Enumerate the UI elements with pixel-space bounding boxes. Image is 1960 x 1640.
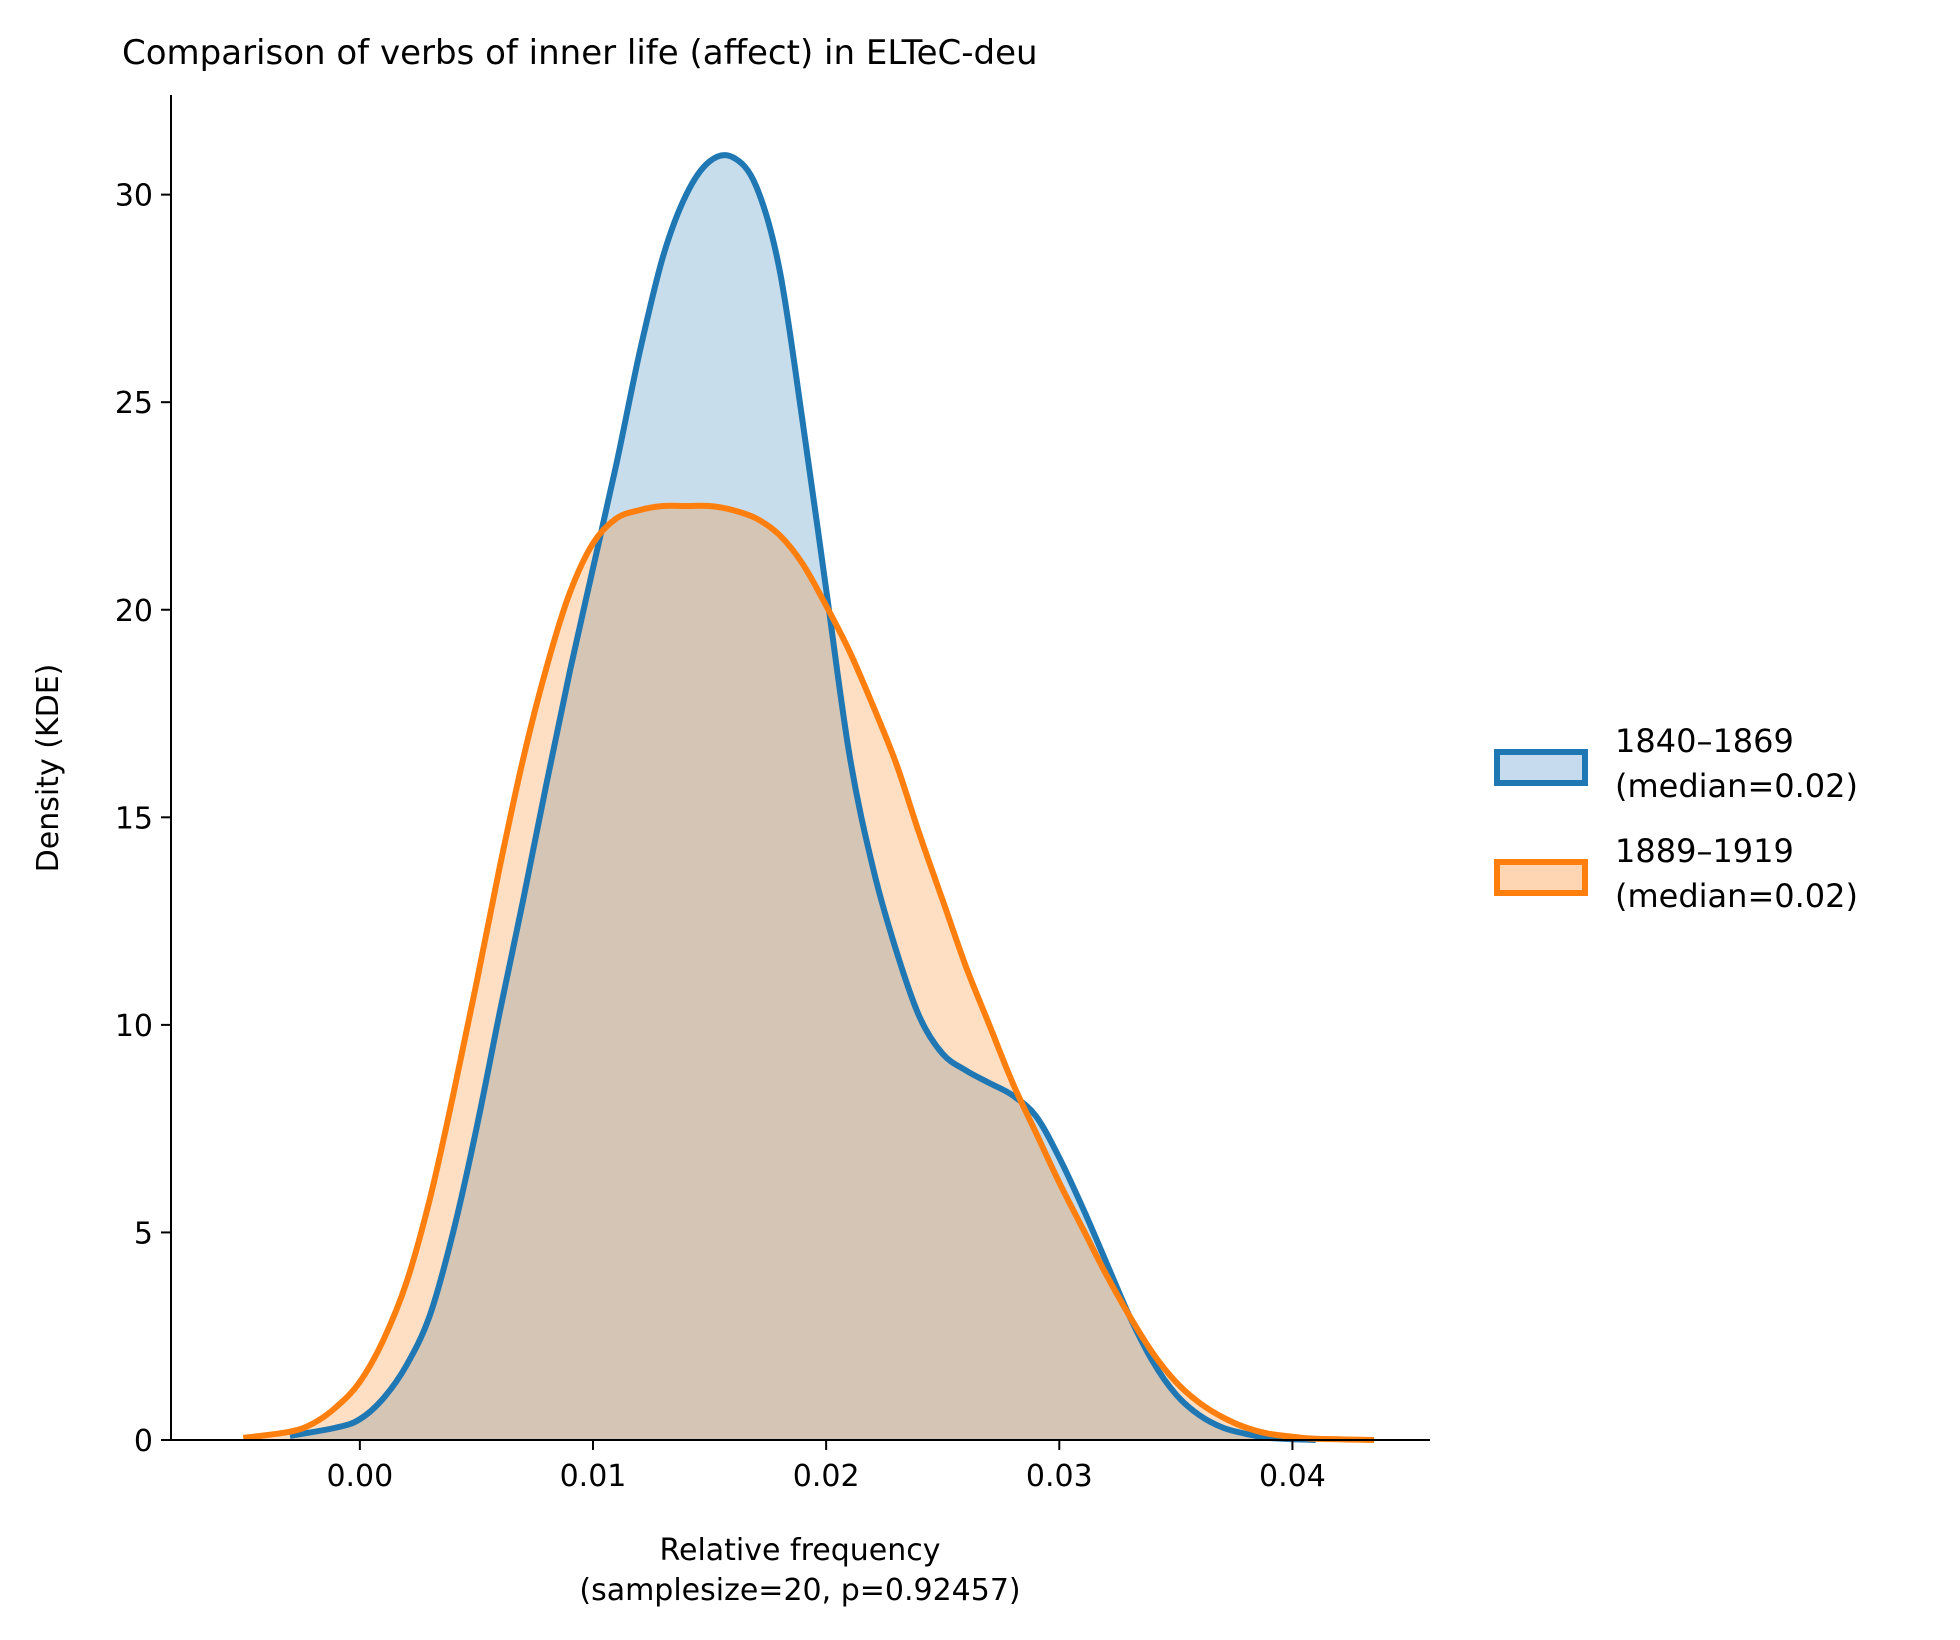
x-axis-label-line1: Relative frequency bbox=[660, 1533, 941, 1568]
density-line-series-1 bbox=[289, 152, 1316, 1443]
x-tick-label: 0.01 bbox=[560, 1459, 627, 1494]
legend-label-1889-1919-line2: (median=0.02) bbox=[1615, 877, 1858, 915]
chart-title: Comparison of verbs of inner life (affec… bbox=[122, 33, 1038, 73]
density-fill-series-1 bbox=[289, 155, 1316, 1440]
y-tick-label: 20 bbox=[115, 594, 153, 629]
legend-swatch-1889-1919 bbox=[1494, 859, 1588, 896]
density-line-series-2 bbox=[242, 502, 1375, 1443]
legend-item-1840-1869: 1840–1869 (median=0.02) bbox=[1494, 722, 1858, 805]
plot-area: 0.00 0.01 0.02 0.03 0.04 0 5 10 15 20 25 30 bbox=[115, 95, 1430, 1494]
x-axis-label-line2: (samplesize=20, p=0.92457) bbox=[579, 1573, 1020, 1608]
legend-label-1840-1869-line1: 1840–1869 bbox=[1615, 722, 1794, 760]
x-tick-label: 0.03 bbox=[1026, 1459, 1093, 1494]
x-axis-ticks: 0.00 0.01 0.02 0.03 0.04 bbox=[326, 1440, 1326, 1494]
x-tick-label: 0.02 bbox=[793, 1459, 860, 1494]
legend-label-1840-1869-line2: (median=0.02) bbox=[1615, 767, 1858, 805]
legend-label-1889-1919-line1: 1889–1919 bbox=[1615, 832, 1794, 870]
legend-swatch-1840-1869 bbox=[1494, 749, 1588, 786]
legend: 1840–1869 (median=0.02) 1889–1919 (media… bbox=[1494, 722, 1858, 915]
density-lines bbox=[242, 152, 1375, 1443]
density-fills bbox=[243, 155, 1374, 1441]
x-tick-label: 0.00 bbox=[326, 1459, 393, 1494]
y-axis-label: Density (KDE) bbox=[31, 664, 66, 873]
y-tick-label: 0 bbox=[134, 1424, 153, 1459]
y-tick-label: 10 bbox=[115, 1009, 153, 1044]
y-tick-label: 25 bbox=[115, 386, 153, 421]
y-tick-label: 30 bbox=[115, 179, 153, 214]
y-axis-ticks: 0 5 10 15 20 25 30 bbox=[115, 179, 171, 1459]
legend-item-1889-1919: 1889–1919 (median=0.02) bbox=[1494, 832, 1858, 915]
y-tick-label: 5 bbox=[134, 1216, 153, 1251]
x-tick-label: 0.04 bbox=[1259, 1459, 1326, 1494]
density-fill-series-2 bbox=[243, 505, 1374, 1441]
y-tick-label: 15 bbox=[115, 801, 153, 836]
